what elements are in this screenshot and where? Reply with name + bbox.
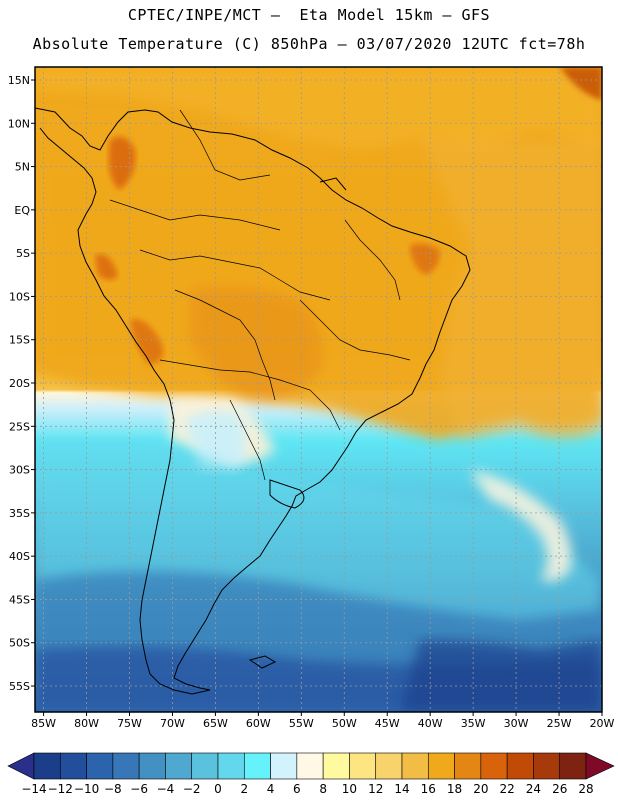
latitude-labels: 15N 10N 5N EQ 5S 10S 15S 20S 25S 30S 35S 40S 45S 50S 5… [8,74,35,693]
colorbar-swatch [86,752,114,780]
colorbar-over-arrow [585,752,615,780]
colorbar-label: 10 [342,782,357,796]
colorbar-swatch [480,752,508,780]
colorbar-label: 14 [394,782,409,796]
lon-label: 75W [117,717,142,730]
colorbar-label: 26 [552,782,567,796]
colorbar-label: 4 [267,782,275,796]
lon-label: 25W [547,717,572,730]
lat-label: 25S [9,420,30,433]
colorbar-swatch [59,752,87,780]
colorbar-label: 24 [526,782,541,796]
colorbar-label: 18 [447,782,462,796]
lon-label: 45W [375,717,400,730]
colorbar-label: 12 [368,782,383,796]
colorbar-swatch [349,752,377,780]
lon-label: 60W [246,717,271,730]
colorbar-swatch [270,752,298,780]
colorbar-swatch [243,752,271,780]
colorbar-swatch [401,752,429,780]
lat-label: 15S [9,334,30,347]
lat-label: 30S [9,464,30,477]
lat-label: 5N [15,161,30,174]
colorbar-label: −14 [21,782,46,796]
lon-label: 20W [590,717,615,730]
colorbar-label: −12 [48,782,73,796]
colorbar-label: 0 [214,782,222,796]
lat-label: 35S [9,507,30,520]
lon-label: 30W [504,717,529,730]
colorbar-label: −6 [130,782,148,796]
lon-label: 55W [289,717,314,730]
lat-label: 20S [9,377,30,390]
colorbar-swatch [454,752,482,780]
colorbar-label: −8 [104,782,122,796]
map-frame [34,66,603,713]
longitude-labels: 85W 80W 75W 70W 65W 60W 55W 50W 45W 40W 35W 30W 25W 2… [31,712,615,730]
lon-label: 85W [31,717,56,730]
title-line-2: Absolute Temperature (C) 850hPa – 03/07/… [32,35,586,53]
colorbar-swatch [138,752,166,780]
colorbar-label: −10 [74,782,99,796]
lat-label: 40S [9,550,30,563]
colorbar-swatch [191,752,219,780]
country-borders [109,109,411,481]
colorbar-swatch [506,752,534,780]
lat-label: 10N [8,117,30,130]
colorbar-swatch [33,752,61,780]
lat-label: EQ [14,204,30,217]
colorbar-label: 28 [578,782,593,796]
lon-label: 65W [203,717,228,730]
colorbar-label: −4 [157,782,175,796]
colorbar-swatch [112,752,140,780]
colorbar-swatch [322,752,350,780]
colorbar-label: 2 [240,782,248,796]
lon-label: 80W [74,717,99,730]
lon-label: 35W [461,717,486,730]
lat-label: 55S [9,680,30,693]
lat-label: 50S [9,637,30,650]
colorbar-under-arrow [7,752,35,780]
colorbar-label: 8 [319,782,327,796]
colorbar: −14 −12 −10 −8 −6 −4 −2 0 2 4 6 8 10 12 14 16 18 20 22 24 26… [7,752,615,796]
lat-label: 15N [8,74,30,87]
lon-label: 50W [332,717,357,730]
colorbar-swatch [533,752,561,780]
colorbar-swatch [375,752,403,780]
colorbar-swatch [217,752,245,780]
lat-label: 45S [9,593,30,606]
colorbar-swatch [165,752,193,780]
colorbar-label: −2 [183,782,201,796]
lon-label: 40W [418,717,443,730]
colorbar-swatch [427,752,455,780]
colorbar-label: 20 [473,782,488,796]
colorbar-label: 22 [500,782,515,796]
colorbar-label: 16 [421,782,436,796]
temperature-field [35,67,602,712]
colorbar-swatch [296,752,324,780]
colorbar-label: 6 [293,782,301,796]
coastlines [35,107,471,695]
title-line-1: CPTEC/INPE/MCT – Eta Model 15km – GFS [127,6,491,24]
lon-label: 70W [160,717,185,730]
lat-label: 10S [9,290,30,303]
lat-label: 5S [16,247,30,260]
colorbar-swatch [559,752,587,780]
